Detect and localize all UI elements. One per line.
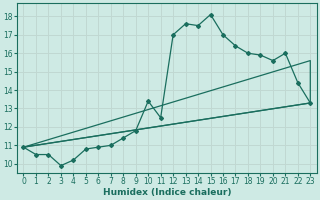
X-axis label: Humidex (Indice chaleur): Humidex (Indice chaleur) (103, 188, 231, 197)
